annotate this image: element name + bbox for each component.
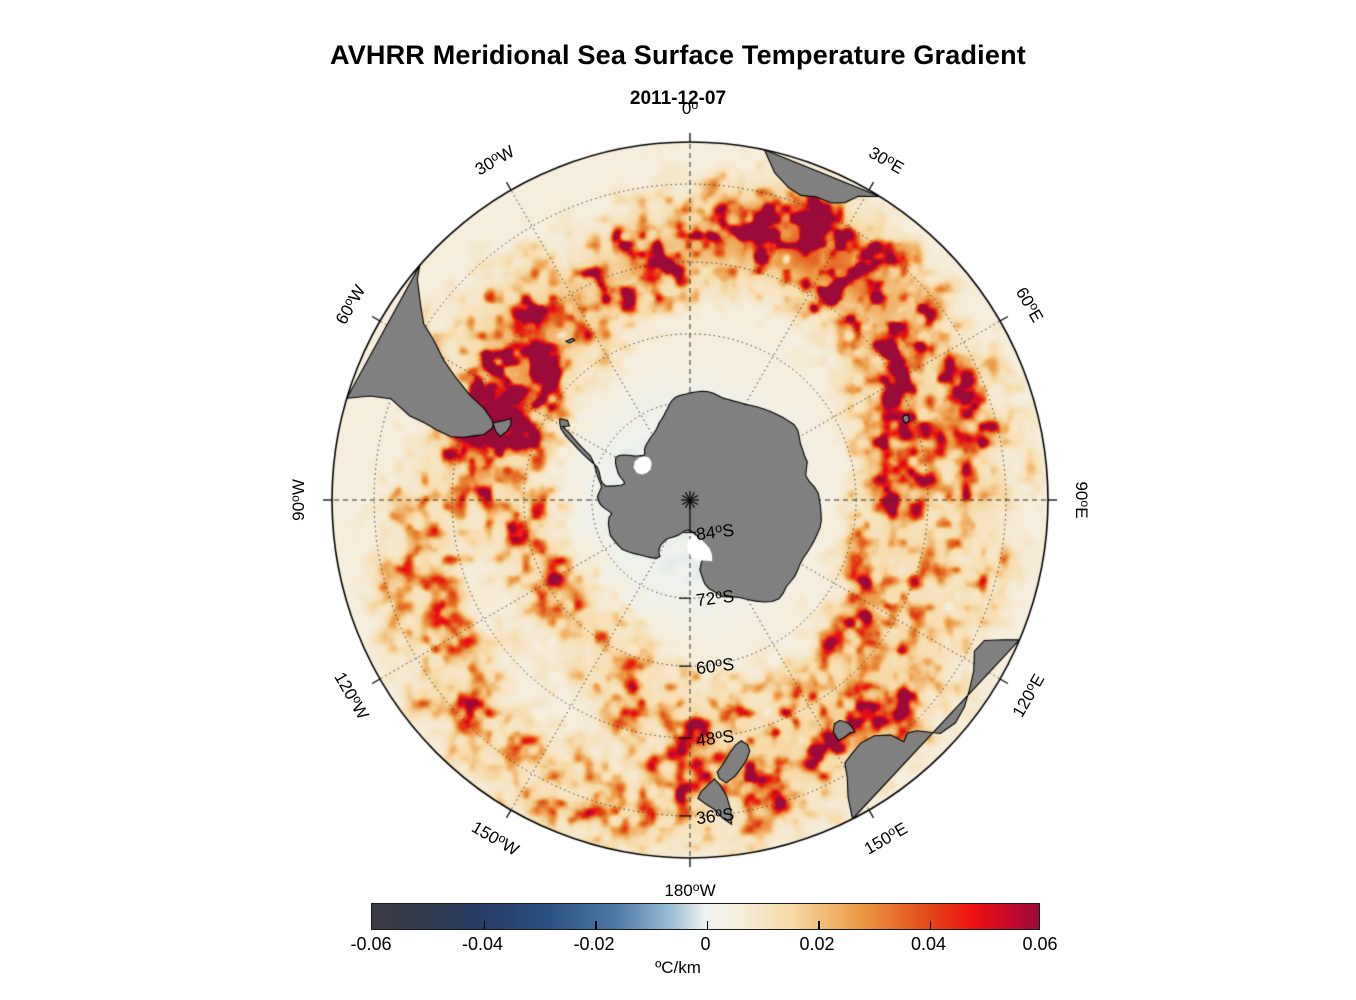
colorbar — [371, 903, 1040, 930]
colorbar-tick — [929, 921, 932, 929]
colorbar-tick-label: -0.06 — [350, 934, 392, 954]
colorbar-units-label: ºC/km — [655, 958, 701, 977]
longitude-label-180: 180oW — [664, 879, 716, 900]
colorbar-tick — [818, 921, 820, 929]
page-title: AVHRR Meridional Sea Surface Temperature… — [330, 40, 1026, 70]
sst-gradient-heatmap — [318, 128, 1062, 872]
longitude-label-270: 90oW — [287, 479, 308, 521]
colorbar-tick-label: 0.04 — [910, 934, 947, 954]
colorbar-gradient — [371, 903, 1040, 930]
colorbar-tick-label: -0.04 — [461, 934, 504, 954]
colorbar-tick — [595, 921, 597, 929]
colorbar-tick — [483, 921, 486, 929]
longitude-label-90: 90oE — [1072, 481, 1093, 519]
colorbar-tick-label: 0 — [700, 934, 711, 954]
colorbar-tick-label: -0.02 — [573, 934, 615, 954]
colorbar-tick-label: 0.06 — [1022, 934, 1058, 954]
colorbar-tick-labels: -0.06 -0.04 -0.02 0 0.02 0.04 0.06 — [350, 934, 1057, 958]
colorbar-tick — [706, 921, 709, 929]
polar-map: 0o 30oE 60oE 90oE 120oE 150oE 180oW 150oW 120oW 9… — [288, 99, 1092, 900]
colorbar-tick-label: 0.02 — [799, 934, 835, 954]
figure-subtitle: 2011-12-07 — [629, 88, 727, 109]
